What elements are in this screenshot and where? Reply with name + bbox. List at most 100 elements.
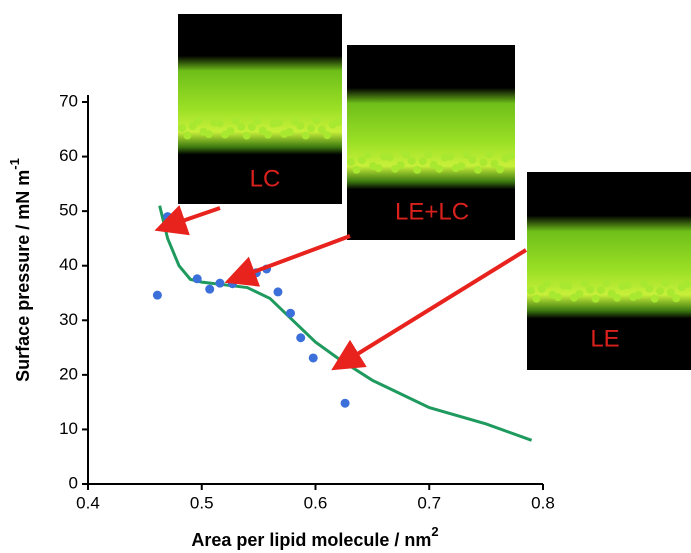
lipid-head	[188, 122, 197, 131]
lipid-head	[396, 161, 405, 170]
y-tick-label: 50	[59, 201, 78, 220]
x-tick-label: 0.6	[304, 493, 328, 512]
lipid-head	[334, 117, 342, 126]
lipid-head	[634, 290, 643, 299]
lipid-head	[446, 152, 455, 161]
y-tick-label: 0	[69, 473, 78, 492]
lipid-head	[374, 164, 383, 173]
lipid-head	[242, 131, 251, 140]
lipid-head	[495, 165, 504, 174]
lipid-head	[457, 162, 466, 171]
inset-label: LE+LC	[395, 198, 469, 225]
lipid-head	[490, 159, 499, 168]
lipid-head	[596, 285, 605, 294]
lipid-head	[468, 155, 477, 164]
lipid-head	[424, 150, 433, 159]
inset: LE+LC	[347, 45, 515, 240]
lipid-head	[301, 131, 310, 140]
x-tick-label: 0.8	[531, 493, 555, 512]
point	[296, 333, 306, 343]
lipid-head	[358, 156, 367, 165]
point	[163, 212, 173, 222]
lipid-head	[586, 285, 595, 294]
lipid-head	[215, 119, 224, 128]
y-label-text: Surface pressure / mN m	[13, 170, 33, 382]
inset: LC	[178, 14, 342, 204]
lipid-head	[564, 281, 573, 290]
lipid-head	[183, 131, 192, 140]
lipid-head	[285, 128, 294, 137]
lipid-head	[532, 294, 541, 303]
lipid-head	[683, 280, 691, 289]
x-tick-label: 0.4	[76, 493, 100, 512]
point	[205, 284, 215, 294]
lipid-head	[352, 165, 361, 174]
lipid-head	[656, 287, 665, 296]
lipid-head	[613, 293, 622, 302]
x-label-sup: 2	[431, 524, 438, 539]
lipid-head	[666, 288, 675, 297]
lipid-head	[473, 165, 482, 174]
inset: LE	[527, 172, 691, 370]
x-axis-label: Area per lipid molecule / nm2	[191, 524, 438, 549]
lipid-head	[317, 125, 326, 134]
y-tick-label: 10	[59, 419, 78, 438]
lipid-head	[429, 160, 438, 169]
lipid-head	[543, 279, 552, 288]
arrow	[331, 248, 528, 371]
lipid-head	[580, 279, 589, 288]
lipid-head	[650, 294, 659, 303]
lipid-head	[274, 118, 283, 127]
y-tick-label: 70	[59, 91, 78, 110]
inset-image	[527, 172, 691, 370]
x-tick-label: 0.7	[417, 493, 441, 512]
point	[215, 278, 225, 288]
lipid-head	[623, 281, 632, 290]
lipid-head	[194, 116, 203, 125]
y-label-sup: -1	[7, 158, 22, 170]
lipid-head	[385, 153, 394, 162]
lipid-head	[253, 116, 262, 125]
inset-label: LE	[590, 325, 619, 352]
x-label-text: Area per lipid molecule / nm	[191, 530, 431, 550]
point	[308, 353, 318, 363]
lipid-head	[575, 289, 584, 298]
lipid-head	[527, 286, 535, 295]
y-tick-label: 60	[59, 146, 78, 165]
lipid-head	[312, 116, 321, 125]
lipid-head	[407, 156, 416, 165]
inset-image	[347, 45, 515, 240]
lipid-head	[537, 284, 546, 293]
lipid-head	[402, 150, 411, 159]
point	[192, 274, 202, 284]
arrow	[154, 205, 221, 236]
lipid-head	[462, 150, 471, 159]
lipid-head	[323, 131, 332, 140]
point	[273, 287, 283, 297]
y-tick-label: 30	[59, 310, 78, 329]
lipid-head	[226, 127, 235, 136]
lipid-head	[363, 150, 372, 159]
lipid-head	[661, 278, 670, 287]
lipid-head	[418, 157, 427, 166]
lipid-head	[602, 279, 611, 288]
lipid-head	[435, 164, 444, 173]
point	[285, 308, 295, 318]
lipid-head	[479, 158, 488, 167]
lipid-head	[307, 124, 316, 133]
y-tick-label: 40	[59, 255, 78, 274]
lipid-head	[231, 116, 240, 125]
lipid-head	[507, 151, 515, 160]
inset-label: LC	[250, 165, 281, 192]
lipid-head	[237, 122, 246, 131]
y-tick-label: 20	[59, 364, 78, 383]
lipid-head	[290, 117, 299, 126]
lipid-head	[178, 124, 186, 132]
lipid-head	[639, 279, 648, 288]
x-tick-label: 0.5	[190, 493, 214, 512]
lipid-head	[204, 130, 213, 139]
point	[152, 290, 162, 300]
point	[340, 398, 350, 408]
